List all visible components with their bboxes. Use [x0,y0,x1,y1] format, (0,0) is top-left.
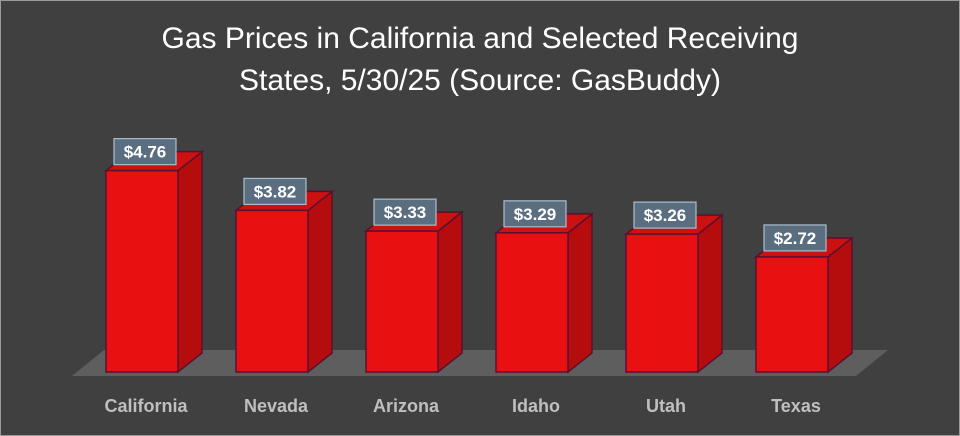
value-label: $3.29 [514,205,557,224]
category-label: Utah [646,396,686,416]
bar-side-face [567,212,593,374]
category-label: California [104,396,188,416]
bar-front-face [495,232,569,373]
value-label-box [243,177,307,206]
value-label-box [633,201,697,229]
bar-side-face [437,210,463,374]
category-label: Texas [771,396,821,416]
bar-utah [623,213,725,374]
bar-california [103,150,205,374]
category-label: Nevada [244,396,309,416]
value-label: $4.76 [124,143,167,162]
value-label: $3.26 [644,206,687,225]
chart-title-line-1: Gas Prices in California and Selected Re… [161,22,799,55]
value-label-box [503,200,567,228]
value-label: $3.82 [254,182,297,201]
bar-nevada [233,189,335,374]
chart-title: Gas Prices in California and Selected Re… [0,18,960,102]
category-label: Idaho [512,396,560,416]
bar-texas [753,236,855,374]
value-label-box [113,138,177,166]
bar-side-face [307,189,333,374]
value-label-box [373,198,437,226]
bar-front-face [105,169,179,373]
bar-front-face [625,233,699,373]
bar-side-face [827,236,853,374]
bar-front-face [235,209,309,373]
chart-title-line-2: States, 5/30/25 (Source: GasBuddy) [239,64,721,97]
bar-side-face [177,150,203,374]
value-label: $3.33 [384,203,427,222]
bar-side-face [697,213,723,374]
category-label: Arizona [373,396,440,416]
value-label: $2.72 [774,229,817,248]
value-label-box [763,224,827,252]
bar-idaho [493,212,595,374]
bar-front-face [365,230,439,373]
bar-arizona [363,210,465,374]
bar-front-face [755,256,829,373]
